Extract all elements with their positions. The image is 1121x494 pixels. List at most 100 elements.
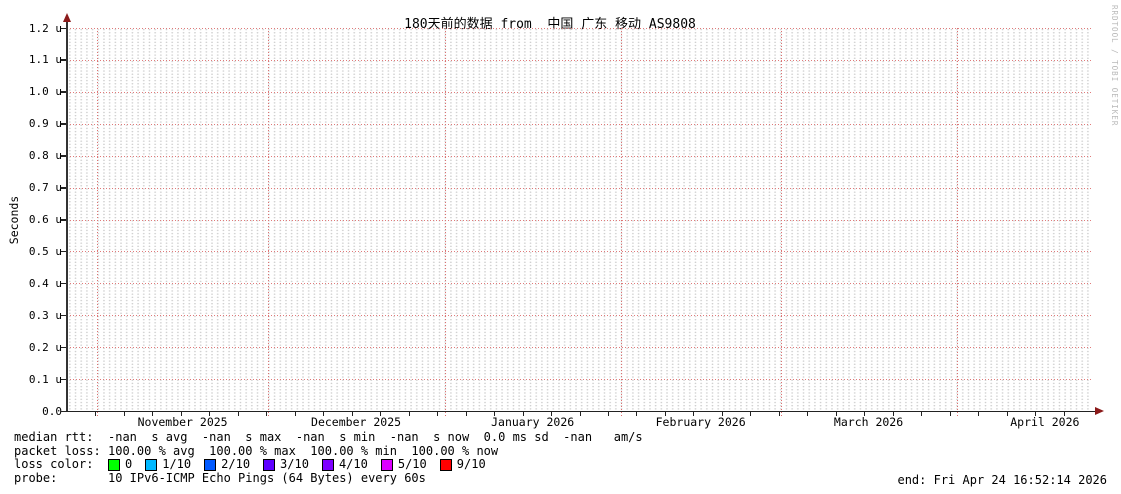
stats-footer: median rtt: -nan s avg -nan s max -nan s… <box>14 430 643 486</box>
x-tick-mark <box>693 412 695 416</box>
rrdtool-watermark: RRDTOOL / TOBI OETIKER <box>1110 5 1119 127</box>
x-tick-mark <box>209 412 211 416</box>
legend-item: 9/10 <box>439 457 486 472</box>
y-tick-mark <box>61 346 66 349</box>
loss-color-value: 2/10 <box>221 457 251 472</box>
loss-color-legend: 0 1/10 2/10 3/10 4/10 5/10 9/10 <box>108 458 499 472</box>
legend-item: 1/10 <box>145 458 191 472</box>
x-tick-mark <box>807 412 809 416</box>
x-tick-mark <box>95 412 97 416</box>
y-tick-mark <box>61 187 66 189</box>
y-grid-line <box>67 28 1092 29</box>
month-grid-line <box>444 28 446 418</box>
x-month-label: April 2026 <box>1010 415 1080 429</box>
x-axis-line <box>62 410 1097 412</box>
x-tick-mark <box>266 412 268 416</box>
x-tick-mark <box>522 412 524 416</box>
legend-item: 3/10 <box>263 458 309 472</box>
y-axis-arrow-icon <box>62 13 71 22</box>
packet-loss-values: 100.00 % avg 100.00 % max 100.00 % min 1… <box>108 443 499 458</box>
y-grid-line <box>67 379 1092 381</box>
y-grid-line <box>67 219 1092 221</box>
x-tick-mark <box>1035 412 1037 416</box>
plot-area <box>67 28 1092 418</box>
legend-item: 4/10 <box>321 457 368 472</box>
y-grid-line <box>67 347 1092 349</box>
loss-color-value: 4/10 <box>338 457 368 472</box>
x-tick-mark <box>721 412 723 416</box>
loss-color-row: loss color: 0 1/10 2/10 3/10 4/10 5/10 9/10 <box>14 458 643 472</box>
x-tick-mark <box>494 412 496 416</box>
x-tick-mark <box>408 412 410 416</box>
y-grid-line <box>67 251 1092 253</box>
y-tick-label: 1.0 u <box>28 85 62 99</box>
x-month-label: November 2025 <box>137 415 228 429</box>
y-grid-line <box>67 123 1092 125</box>
y-axis-line <box>66 18 68 412</box>
x-tick-mark <box>750 412 752 416</box>
probe-value: 10 IPv6-ICMP Echo Pings (64 Bytes) every… <box>108 470 426 485</box>
y-tick-mark <box>61 155 66 157</box>
median-rtt-label: median rtt: <box>14 430 101 444</box>
y-tick-mark <box>61 250 66 253</box>
x-tick-mark <box>380 412 382 416</box>
y-tick-label: 0.0 <box>42 404 62 418</box>
y-tick-label: 0.3 u <box>28 308 62 322</box>
x-month-label: February 2026 <box>655 415 746 429</box>
x-tick-mark <box>892 412 894 416</box>
loss-color-swatch <box>439 458 452 471</box>
loss-color-value: 9/10 <box>456 457 486 472</box>
x-tick-mark <box>551 412 553 416</box>
loss-color-swatch <box>380 458 393 471</box>
x-month-label: December 2025 <box>311 415 402 429</box>
probe-row: probe: 10 IPv6-ICMP Echo Pings (64 Bytes… <box>14 470 643 486</box>
x-tick-mark <box>778 412 780 416</box>
legend-item: 5/10 <box>380 457 427 472</box>
x-tick-mark <box>180 412 182 416</box>
x-tick-mark <box>664 412 666 416</box>
packet-loss-label: packet loss: <box>14 443 101 458</box>
y-tick-label: 0.2 u <box>28 340 62 354</box>
x-tick-mark <box>437 412 439 416</box>
x-tick-mark <box>1006 412 1008 416</box>
loss-color-label: loss color: <box>14 457 101 472</box>
x-tick-mark <box>978 412 980 416</box>
y-tick-label: 1.2 u <box>28 21 62 35</box>
y-grid-line <box>67 283 1092 285</box>
x-tick-mark <box>949 412 951 416</box>
x-tick-mark <box>237 412 239 416</box>
loss-color-swatch <box>321 458 334 471</box>
y-tick-label: 0.9 u <box>28 117 62 131</box>
loss-color-value: 1/10 <box>162 457 192 472</box>
loss-color-value: 3/10 <box>280 457 309 472</box>
probe-label: probe: <box>14 470 58 485</box>
y-tick-mark <box>61 27 66 29</box>
month-grid-line <box>268 28 269 418</box>
y-tick-label: 0.5 u <box>28 244 62 258</box>
x-tick-mark <box>1063 412 1065 416</box>
loss-color-value: 5/10 <box>397 457 427 472</box>
x-axis-arrow-icon <box>1095 406 1104 415</box>
x-tick-mark <box>579 412 581 416</box>
x-tick-mark <box>351 412 353 416</box>
median-rtt-row: median rtt: -nan s avg -nan s max -nan s… <box>14 430 643 445</box>
packet-loss-row: packet loss: 100.00 % avg 100.00 % max 1… <box>14 443 643 459</box>
x-tick-mark <box>835 412 837 416</box>
x-tick-mark <box>636 412 638 416</box>
y-grid-line <box>67 187 1092 189</box>
x-tick-mark <box>864 412 866 416</box>
end-timestamp: end: Fri Apr 24 16:52:14 2026 <box>897 473 1107 487</box>
month-grid-line <box>97 28 99 418</box>
y-tick-mark <box>61 91 66 93</box>
y-grid-line <box>67 315 1092 317</box>
y-tick-label: 0.1 u <box>28 372 62 386</box>
x-tick-mark <box>294 412 296 416</box>
x-tick-mark <box>323 412 325 416</box>
month-grid-line <box>780 28 782 418</box>
loss-color-swatch <box>108 458 120 471</box>
y-grid-line <box>67 91 1092 93</box>
loss-color-swatch <box>263 458 276 471</box>
y-tick-mark <box>61 59 66 61</box>
y-grid-line <box>67 59 1092 61</box>
month-grid-line <box>621 28 623 418</box>
